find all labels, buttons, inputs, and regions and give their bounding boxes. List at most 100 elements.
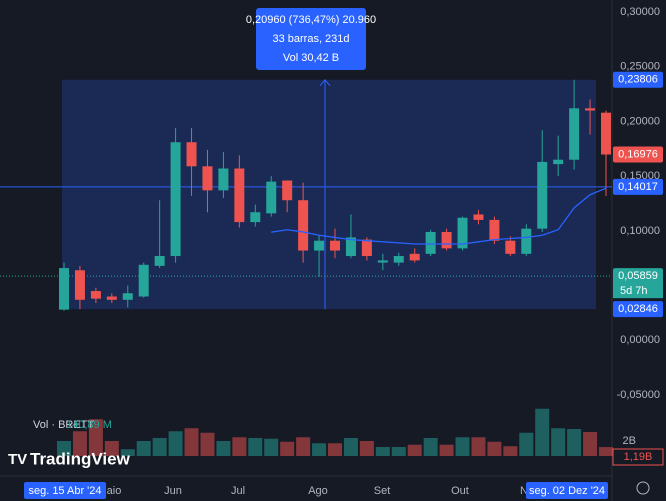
candle-body [409, 253, 420, 261]
candle-body [314, 240, 325, 251]
volume-bar [296, 437, 311, 456]
candle-body [282, 180, 293, 201]
volume-bar [471, 437, 486, 456]
tooltip-line: Vol 30,42 B [283, 52, 339, 64]
candle-body [186, 142, 197, 167]
x-tick-label: Out [451, 485, 469, 497]
candle-body [361, 239, 372, 257]
volume-bar [583, 432, 598, 456]
volume-bar [423, 438, 438, 456]
volume-bar [264, 438, 279, 456]
price-label-box [613, 178, 663, 195]
candle-body [266, 181, 277, 214]
x-tick-label: seg. 02 Dez '24 [529, 485, 605, 497]
measure-box [62, 79, 597, 310]
x-label-box [24, 482, 106, 499]
logo-mark: TV [8, 451, 27, 468]
volume-bar [120, 449, 135, 456]
tooltip-box [256, 8, 366, 70]
moving-average [271, 187, 607, 245]
candle-body [537, 161, 548, 229]
price-label-box [613, 268, 663, 285]
candle-body [601, 112, 611, 155]
x-tick-label: Jun [164, 485, 182, 497]
candle-body [505, 240, 516, 254]
candle-body [345, 237, 356, 257]
measure-arrowhead [319, 78, 331, 87]
volume-bar [248, 438, 263, 456]
y-tick-label: 0,20000 [620, 115, 660, 127]
volume-bar [168, 431, 183, 456]
candle-body [585, 108, 596, 111]
volume-bar [407, 444, 422, 456]
volume-bar [359, 441, 374, 456]
x-tick-label: aio [107, 485, 122, 497]
logo: TradingView [30, 449, 131, 468]
candle-body [425, 231, 436, 254]
volume-bar [184, 428, 199, 456]
volume-bar [88, 419, 103, 456]
volume-bar [72, 431, 87, 456]
candle-body [138, 264, 149, 297]
candle-body [122, 293, 133, 300]
price-label: 0,23806 [618, 74, 658, 86]
volume-bar [328, 443, 342, 456]
candle-body [234, 168, 245, 223]
volume-bar [599, 447, 613, 456]
volume-bar [343, 438, 358, 456]
y-tick-label: 0,25000 [620, 61, 660, 73]
x-tick-label: N [520, 485, 528, 497]
price-label: 0,16976 [618, 148, 658, 160]
volume-bar [375, 447, 390, 456]
price-label-box [613, 71, 663, 88]
tooltip-line: 0,20960 (736,47%) 20.960 [246, 14, 376, 26]
candle-body [377, 260, 388, 263]
candle-body [298, 200, 309, 251]
price-label: 0,05859 [618, 270, 658, 282]
candle-body [393, 256, 404, 263]
candle-body [90, 291, 101, 299]
candle-body [170, 142, 181, 257]
candle-body [330, 240, 340, 251]
x-tick-label: Jul [231, 485, 245, 497]
volume-bar [152, 438, 167, 456]
volume-bar [232, 437, 247, 456]
candle-body [521, 228, 532, 254]
y-tick-label: -0,05000 [617, 389, 660, 401]
vol-tick-label: 2B [623, 435, 636, 447]
volume-bar [57, 441, 71, 456]
candle-body [441, 231, 452, 249]
volume-bar [567, 429, 582, 456]
volume-bar [503, 446, 518, 456]
candle-body [74, 270, 85, 300]
price-label: 0,14017 [618, 181, 658, 193]
x-tick-label: Ago [308, 485, 328, 497]
tooltip-line: 33 barras, 231d [272, 33, 349, 45]
candle-body [473, 214, 484, 220]
volume-bar [391, 447, 406, 456]
volume-bar [551, 428, 566, 456]
volume-bar [312, 443, 327, 456]
candle-body [457, 217, 468, 249]
settings-icon[interactable] [636, 481, 650, 495]
volume-bar [455, 437, 470, 456]
candle-body [202, 166, 213, 191]
volume-bar [216, 441, 231, 456]
price-label: 0,02846 [618, 303, 658, 315]
x-tick-label: Set [374, 485, 391, 497]
volume-bar [535, 408, 550, 456]
vol-label-box [612, 448, 664, 466]
volume-bar [280, 441, 295, 456]
vol-label: 1,19B [624, 451, 653, 463]
x-label-box [526, 482, 608, 499]
candle-body [553, 159, 564, 165]
y-tick-label: 0,30000 [620, 6, 660, 18]
volume-bar [487, 441, 502, 456]
candle-body [569, 108, 580, 160]
volume-value: 140,89 M [66, 419, 112, 431]
volume-bar [104, 441, 119, 456]
price-label-box [613, 283, 663, 299]
price-label-sub: 5d 7h [620, 285, 648, 297]
volume-bar [519, 432, 534, 456]
